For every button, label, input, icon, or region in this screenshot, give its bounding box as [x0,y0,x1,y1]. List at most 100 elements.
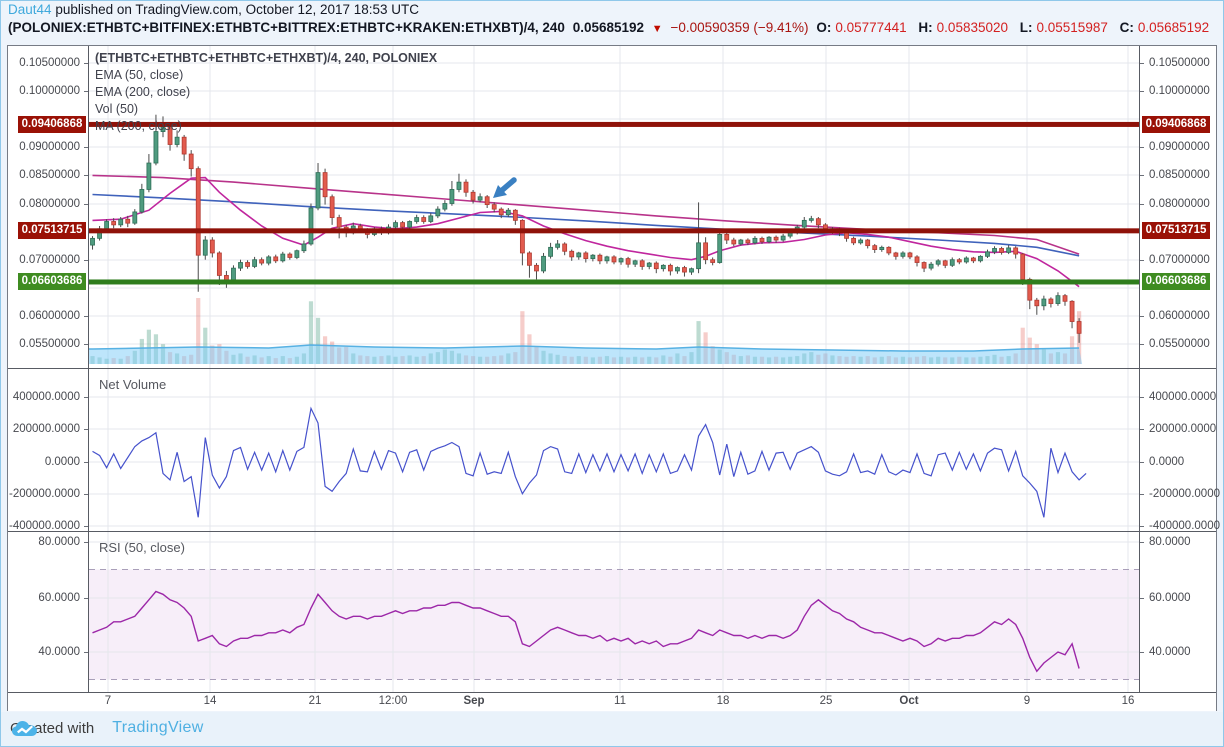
author-link[interactable]: Daut44 [8,2,52,17]
volume-bar [146,329,151,364]
chart-card: 0.10500000 0.10000000 0.09000000 0.08500000… [7,45,1220,711]
axis-tick [84,526,88,527]
axis-price-label: 0.06000000 [1149,310,1210,322]
plot-area[interactable]: (ETHBTC+ETHBTC+ETHBTC+ETHXBT)/4, 240, PO… [89,46,1139,693]
price-level-badge: 0.09406868 [18,115,86,133]
candle-body [484,196,490,206]
candle-body [611,256,617,263]
price-level-line[interactable] [89,121,1139,127]
tradingview-brand-link[interactable]: TradingView [112,719,204,736]
candle-body [512,209,518,221]
candle-body [597,254,603,262]
legend-symbol: (ETHBTC+ETHBTC+ETHBTC+ETHXBT)/4, 240, PO… [95,51,438,65]
last-price: 0.05685192 [572,20,645,35]
price-level-line[interactable] [89,279,1139,285]
candle-body [1048,298,1054,304]
candle-body [534,264,539,272]
axis-tick [84,429,88,430]
legend-ema50[interactable]: EMA (50, close) [95,68,184,82]
price-pane[interactable]: (ETHBTC+ETHBTC+ETHBTC+ETHXBT)/4, 240, PO… [89,46,1139,368]
axis-price-label: 0.08000000 [1149,198,1210,210]
candle-body [956,259,962,263]
candle-body [646,262,652,267]
candle-body [266,256,272,264]
candle-body [245,262,250,267]
candle-body [463,181,469,193]
legend-ema200[interactable]: EMA (200, close) [95,85,191,99]
axis-tick [1140,91,1144,92]
candle-body [625,258,631,265]
candle-body [548,246,553,257]
publish-text: published on TradingView.com, October 12… [55,2,420,17]
candle-body [435,208,441,217]
rsi-svg[interactable] [89,532,1139,692]
ma200-line [92,174,1080,255]
pane-separator[interactable] [8,531,1216,532]
time-axis-label: 21 [308,695,322,707]
pane-separator[interactable] [8,368,1216,369]
candle-body [104,221,110,230]
candle-body [202,239,208,256]
net-volume-label[interactable]: Net Volume [99,377,167,392]
axis-tick [1140,652,1144,653]
net-volume-pane[interactable]: Net Volume [89,369,1139,531]
candle-body [562,243,568,252]
candle-body [336,217,342,228]
axis-price-label: 0.09000000 [19,141,80,153]
left-price-axis[interactable]: 0.10500000 0.10000000 0.09000000 0.08500000… [8,46,89,693]
price-level-badge: 0.06603686 [18,273,86,291]
candle-body [181,136,187,155]
footer: Created with TradingView [0,712,1224,747]
axis-tick [1140,260,1144,261]
price-level-badge: 0.07513715 [1142,222,1210,240]
candle-body [139,189,145,213]
axis-price-label: 40.0000 [1149,646,1191,658]
open-value: 0.05777441 [835,20,907,35]
candle-body [604,256,610,262]
right-price-axis[interactable]: 0.10500000 0.10000000 0.09000000 0.08500000… [1139,46,1220,693]
axis-tick [84,344,88,345]
legend-ma200[interactable]: MA (200, close) [95,119,182,133]
candle-body [421,217,427,222]
axis-tick [1140,526,1144,527]
price-chart-svg[interactable] [89,46,1139,368]
net-volume-line [92,406,1087,518]
legend-vol[interactable]: Vol (50) [95,102,139,116]
time-axis-label: 25 [819,695,833,707]
candle-body [1041,298,1047,307]
low-value: 0.05515987 [1036,20,1108,35]
candle-body [90,237,95,246]
candle-body [590,254,596,259]
candle-body [505,209,511,216]
arrow-annotation-head[interactable] [493,185,507,198]
axis-tick [1140,63,1144,64]
candle-body [414,217,420,222]
axis-tick [1140,316,1144,317]
rsi-label[interactable]: RSI (50, close) [99,540,185,555]
axis-tick [1140,462,1144,463]
price-level-line[interactable] [89,228,1139,234]
candle-body [273,256,279,262]
candle-body [900,252,906,257]
rsi-pane[interactable]: RSI (50, close) [89,532,1139,692]
candle-body [773,236,779,241]
axis-tick [84,63,88,64]
candle-body [329,196,335,218]
candle-body [456,181,462,190]
net-volume-svg[interactable] [89,369,1139,531]
candle-body [442,203,448,210]
axis-tick [1140,397,1144,398]
candle-body [696,242,701,270]
candle-body [710,259,716,263]
candle-body [872,245,878,250]
candle-body [675,267,680,272]
time-axis[interactable]: 7 14 21 12:00 Sep 11 18 25 Oct 9 16 [8,693,1216,711]
candle-body [978,255,983,262]
candle-body [294,250,300,258]
time-axis-label: 18 [716,695,730,707]
axis-tick [1140,344,1144,345]
candle-body [188,153,194,170]
candle-body [491,204,497,210]
axis-price-label: 200000.0000 [1149,423,1217,435]
axis-price-label: 60.0000 [1149,592,1191,604]
